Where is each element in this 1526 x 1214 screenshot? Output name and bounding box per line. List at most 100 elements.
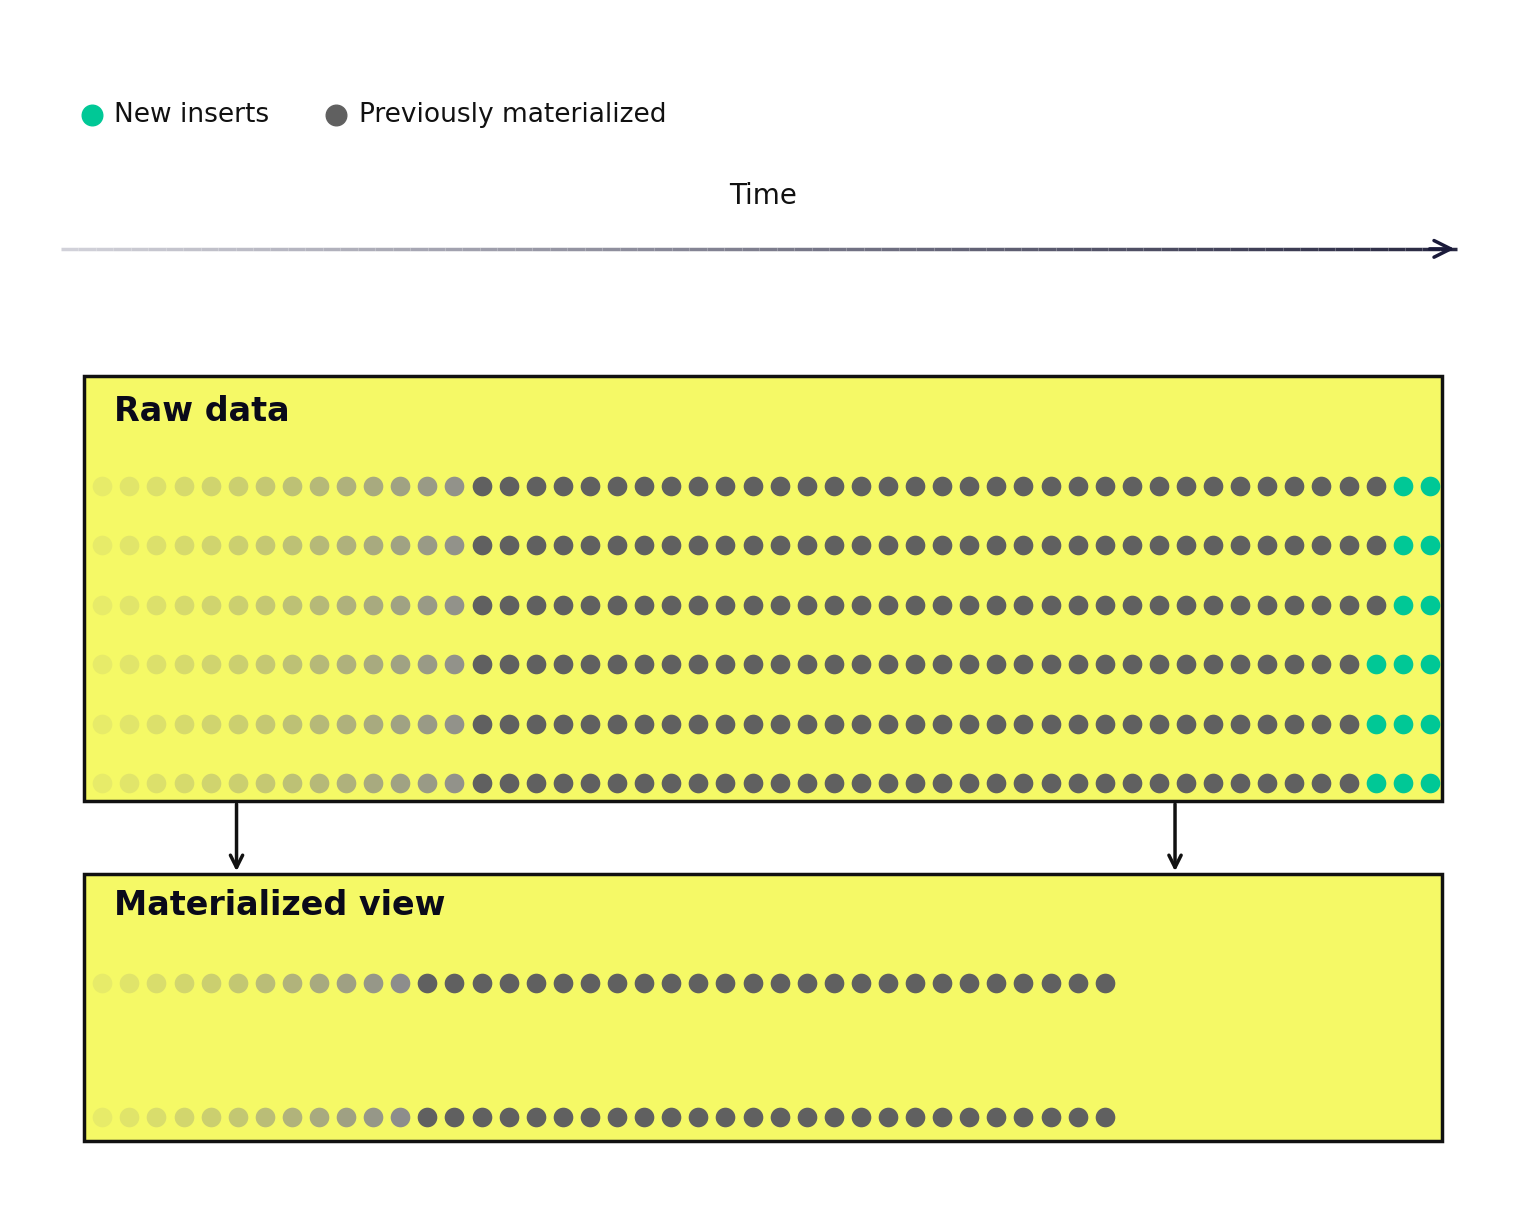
Point: [334, 1107, 359, 1127]
Point: [198, 1107, 223, 1127]
Point: [171, 773, 195, 793]
Point: [1363, 714, 1387, 733]
Point: [523, 654, 548, 674]
Point: [362, 773, 386, 793]
Point: [578, 974, 603, 993]
Point: [659, 654, 684, 674]
Point: [1418, 714, 1442, 733]
Point: [659, 595, 684, 614]
Point: [388, 535, 412, 555]
Point: [795, 1107, 819, 1127]
Point: [279, 974, 304, 993]
Point: [821, 974, 845, 993]
Point: [876, 974, 900, 993]
Point: [578, 535, 603, 555]
Point: [443, 535, 467, 555]
Point: [821, 773, 845, 793]
Point: [821, 654, 845, 674]
Point: [740, 535, 765, 555]
Point: [551, 535, 575, 555]
Point: [253, 595, 278, 614]
Point: [713, 476, 737, 495]
Point: [984, 595, 1009, 614]
Point: [388, 476, 412, 495]
Point: [876, 654, 900, 674]
Point: [876, 714, 900, 733]
Point: [659, 476, 684, 495]
Point: [604, 974, 629, 993]
Point: [876, 1107, 900, 1127]
Point: [523, 595, 548, 614]
Point: [1093, 476, 1117, 495]
Point: [253, 535, 278, 555]
Point: [713, 654, 737, 674]
Point: [1065, 535, 1090, 555]
Point: [496, 1107, 520, 1127]
Point: [1093, 654, 1117, 674]
Point: [659, 1107, 684, 1127]
Point: [1146, 714, 1170, 733]
Point: [1363, 773, 1387, 793]
Point: [984, 773, 1009, 793]
Point: [171, 476, 195, 495]
Point: [1363, 535, 1387, 555]
Point: [740, 974, 765, 993]
Point: [876, 773, 900, 793]
Point: [226, 595, 250, 614]
Point: [198, 595, 223, 614]
Point: [1282, 714, 1306, 733]
Point: [1012, 654, 1036, 674]
Point: [118, 476, 142, 495]
Point: [253, 714, 278, 733]
Point: [1254, 476, 1279, 495]
Point: [1038, 974, 1062, 993]
Point: [1065, 595, 1090, 614]
Point: [1418, 535, 1442, 555]
Point: [443, 654, 467, 674]
Point: [984, 476, 1009, 495]
FancyBboxPatch shape: [84, 874, 1442, 1141]
Point: [145, 974, 169, 993]
Point: [903, 974, 928, 993]
Point: [1254, 595, 1279, 614]
Point: [253, 654, 278, 674]
Point: [388, 1107, 412, 1127]
Point: [1038, 595, 1062, 614]
Point: [1120, 714, 1144, 733]
Point: [903, 535, 928, 555]
Point: [307, 1107, 331, 1127]
Point: [768, 714, 792, 733]
Point: [604, 476, 629, 495]
Point: [334, 974, 359, 993]
Point: [415, 714, 439, 733]
Point: [578, 714, 603, 733]
Point: [1012, 1107, 1036, 1127]
Point: [929, 1107, 954, 1127]
Point: [496, 714, 520, 733]
Point: [334, 595, 359, 614]
Point: [876, 595, 900, 614]
Point: [1120, 595, 1144, 614]
Point: [687, 974, 711, 993]
Point: [1065, 773, 1090, 793]
Point: [632, 1107, 656, 1127]
Point: [687, 535, 711, 555]
Point: [1012, 476, 1036, 495]
Point: [821, 535, 845, 555]
Point: [90, 714, 114, 733]
Point: [1012, 595, 1036, 614]
Point: [1146, 535, 1170, 555]
Point: [713, 595, 737, 614]
Point: [90, 1107, 114, 1127]
Point: [279, 1107, 304, 1127]
Point: [795, 595, 819, 614]
Point: [903, 595, 928, 614]
Point: [1065, 1107, 1090, 1127]
Point: [1065, 974, 1090, 993]
Point: [632, 654, 656, 674]
Point: [1201, 595, 1225, 614]
Point: [795, 535, 819, 555]
Point: [145, 595, 169, 614]
Point: [713, 1107, 737, 1127]
Point: [687, 654, 711, 674]
